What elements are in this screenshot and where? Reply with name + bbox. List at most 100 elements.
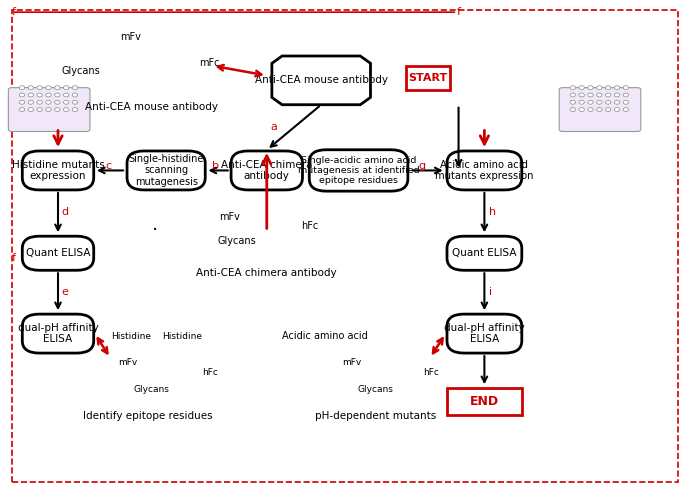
Text: Glycans: Glycans (218, 236, 257, 246)
FancyBboxPatch shape (127, 151, 206, 190)
Circle shape (73, 108, 77, 112)
Text: .: . (151, 214, 158, 234)
Circle shape (64, 108, 69, 112)
Circle shape (570, 93, 575, 97)
FancyBboxPatch shape (447, 151, 522, 190)
Circle shape (588, 86, 593, 90)
Text: hFc: hFc (423, 368, 439, 377)
Circle shape (579, 108, 584, 112)
Text: dual-pH affinity
ELISA: dual-pH affinity ELISA (18, 323, 99, 344)
Circle shape (606, 86, 611, 90)
Circle shape (37, 93, 42, 97)
Text: hFc: hFc (202, 368, 218, 377)
Text: mFv: mFv (121, 32, 141, 41)
Text: c: c (105, 161, 112, 170)
Text: f: f (12, 7, 16, 18)
Text: Quant ELISA: Quant ELISA (26, 248, 90, 258)
Text: mFv: mFv (118, 358, 137, 367)
Circle shape (19, 108, 25, 112)
Text: mFc: mFc (199, 58, 219, 68)
Bar (406, 66, 450, 90)
Circle shape (606, 100, 611, 104)
Circle shape (597, 108, 602, 112)
FancyBboxPatch shape (231, 151, 303, 190)
Circle shape (55, 108, 60, 112)
Text: b: b (212, 161, 219, 170)
Circle shape (55, 93, 60, 97)
Text: Single-histidine
scanning
mutagenesis: Single-histidine scanning mutagenesis (129, 154, 204, 187)
Text: Identify epitope residues: Identify epitope residues (83, 412, 212, 421)
Text: h: h (489, 207, 496, 217)
FancyBboxPatch shape (23, 151, 94, 190)
Circle shape (64, 86, 69, 90)
Circle shape (614, 108, 620, 112)
Circle shape (614, 100, 620, 104)
Circle shape (19, 93, 25, 97)
Circle shape (73, 93, 77, 97)
FancyBboxPatch shape (310, 150, 408, 191)
Text: Glycans: Glycans (62, 66, 100, 75)
Circle shape (28, 108, 34, 112)
FancyBboxPatch shape (8, 88, 90, 131)
Circle shape (623, 93, 629, 97)
Circle shape (588, 108, 593, 112)
Circle shape (28, 100, 34, 104)
Text: Single-acidic amino acid
mutagenesis at identified
epitope residues: Single-acidic amino acid mutagenesis at … (298, 155, 419, 186)
Polygon shape (272, 56, 371, 105)
Circle shape (37, 86, 42, 90)
Text: Acidic amino acid: Acidic amino acid (282, 331, 367, 341)
Circle shape (623, 100, 629, 104)
Circle shape (623, 108, 629, 112)
Circle shape (28, 93, 34, 97)
Circle shape (64, 93, 69, 97)
Circle shape (46, 93, 51, 97)
FancyBboxPatch shape (447, 314, 522, 353)
Text: Glycans: Glycans (134, 385, 169, 394)
Circle shape (55, 100, 60, 104)
Circle shape (37, 100, 42, 104)
Circle shape (579, 93, 584, 97)
Text: Anti-CEA chimera antibody: Anti-CEA chimera antibody (197, 268, 337, 278)
Text: START: START (408, 73, 447, 83)
FancyBboxPatch shape (447, 236, 522, 270)
Circle shape (597, 93, 602, 97)
Circle shape (46, 86, 51, 90)
Bar (447, 389, 522, 415)
Circle shape (19, 100, 25, 104)
Circle shape (55, 86, 60, 90)
Circle shape (73, 100, 77, 104)
Text: d: d (62, 207, 68, 217)
FancyBboxPatch shape (559, 88, 640, 131)
Text: Anti-CEA chimera
antibody: Anti-CEA chimera antibody (221, 160, 312, 181)
Circle shape (46, 108, 51, 112)
Text: f: f (12, 253, 16, 263)
Text: Histidine mutants
expression: Histidine mutants expression (12, 160, 104, 181)
Circle shape (579, 86, 584, 90)
Circle shape (597, 100, 602, 104)
Text: g: g (419, 161, 425, 170)
Circle shape (597, 86, 602, 90)
Text: mFv: mFv (342, 358, 362, 367)
Text: hFc: hFc (301, 222, 318, 231)
Text: Anti-CEA mouse antibody: Anti-CEA mouse antibody (255, 75, 388, 85)
Circle shape (37, 108, 42, 112)
Circle shape (614, 86, 620, 90)
Circle shape (579, 100, 584, 104)
Text: mFv: mFv (219, 212, 240, 222)
Circle shape (73, 86, 77, 90)
Text: a: a (270, 122, 277, 131)
Circle shape (588, 100, 593, 104)
Circle shape (606, 93, 611, 97)
Circle shape (614, 93, 620, 97)
Text: Glycans: Glycans (358, 385, 393, 394)
Circle shape (570, 86, 575, 90)
Circle shape (28, 86, 34, 90)
FancyBboxPatch shape (23, 236, 94, 270)
Circle shape (588, 93, 593, 97)
Text: Acidic amino acid
mutants expression: Acidic amino acid mutants expression (435, 160, 534, 181)
Circle shape (570, 108, 575, 112)
Text: END: END (470, 395, 499, 408)
Text: Anti-CEA mouse antibody: Anti-CEA mouse antibody (85, 102, 218, 112)
Text: i: i (489, 287, 493, 297)
Text: e: e (62, 287, 68, 297)
